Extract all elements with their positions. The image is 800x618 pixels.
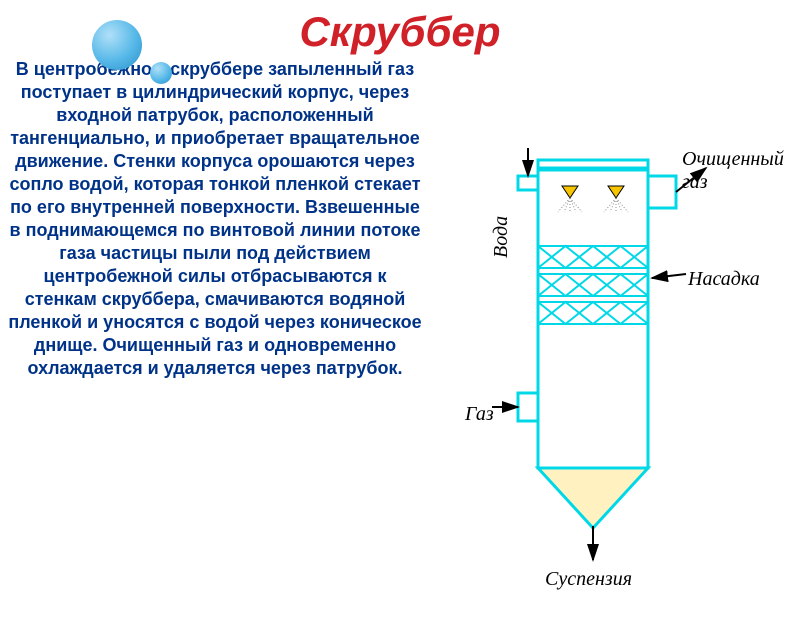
body-paragraph: В центробежном скруббере запыленный газ … [8,58,422,380]
content-row: В центробежном скруббере запыленный газ … [0,58,800,600]
label-water: Вода [490,216,513,258]
decorative-bubble-small [150,62,172,84]
scrubber-diagram [430,58,800,618]
slide-layout: Скруббер В центробежном скруббере запыле… [0,0,800,600]
decorative-bubble [92,20,142,70]
text-column: В центробежном скруббере запыленный газ … [0,58,430,600]
label-packing: Насадка [688,268,760,291]
label-clean-gas: Очищенный газ [682,148,800,194]
label-slurry: Суспензия [545,568,632,591]
diagram-column: Вода Очищенный газ Насадка Газ Суспензия [430,58,800,600]
label-gas: Газ [465,403,494,426]
